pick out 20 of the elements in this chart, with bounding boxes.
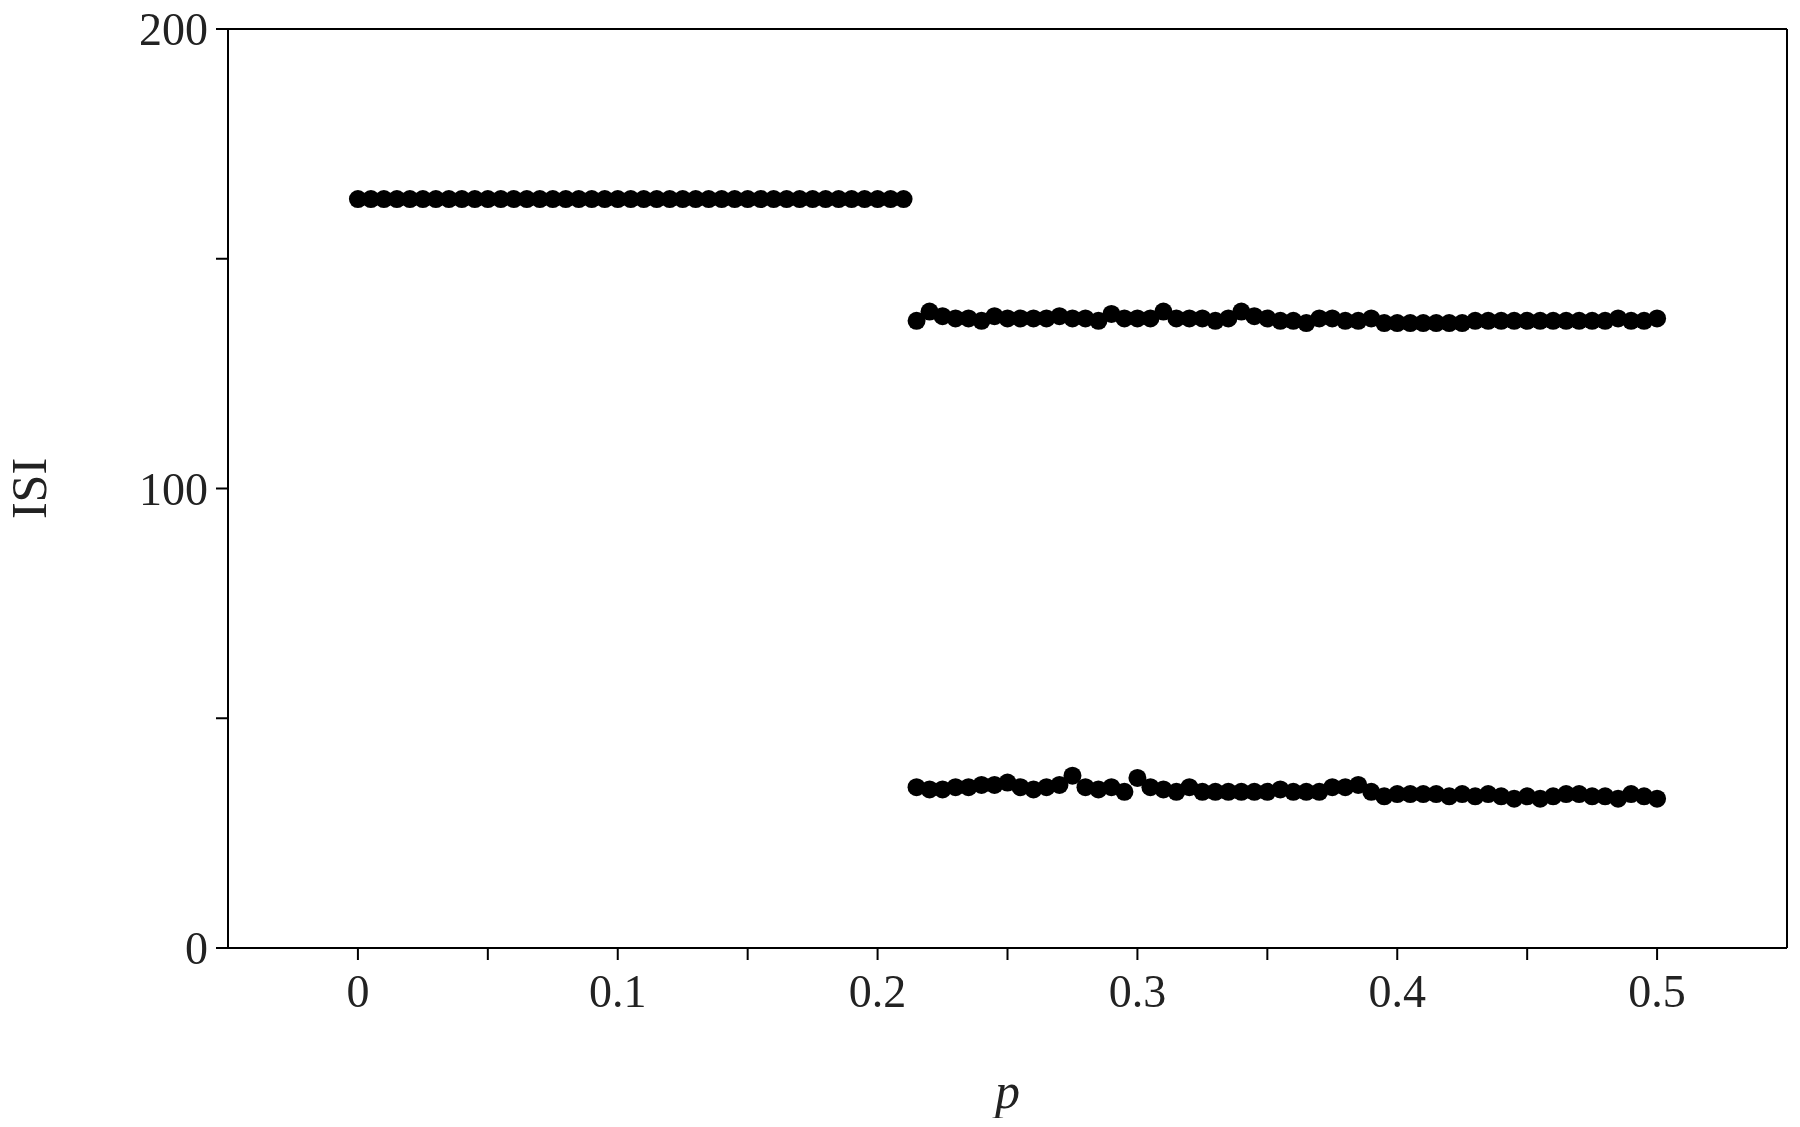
point [907, 311, 926, 330]
x-tick-label: 0 [346, 965, 370, 1017]
point [1089, 311, 1108, 330]
x-tick-label: 0.1 [589, 965, 647, 1017]
x-tick-label: 0.5 [1628, 965, 1686, 1017]
x-tick-label: 0.2 [848, 965, 907, 1017]
point [1648, 309, 1667, 328]
y-tick-label: 100 [139, 463, 208, 515]
x-tick-label: 0.4 [1368, 965, 1426, 1017]
point [1349, 775, 1368, 794]
point [1128, 768, 1147, 787]
x-tick-label: 0.3 [1108, 965, 1167, 1017]
y-tick-label: 0 [185, 923, 208, 975]
point [1648, 789, 1667, 808]
point [1063, 766, 1082, 785]
point [1115, 782, 1134, 801]
point [1050, 775, 1069, 794]
y-tick-label: 200 [139, 4, 208, 56]
y-axis-title: ISI [0, 457, 57, 520]
x-axis-title: p [992, 1063, 1020, 1119]
